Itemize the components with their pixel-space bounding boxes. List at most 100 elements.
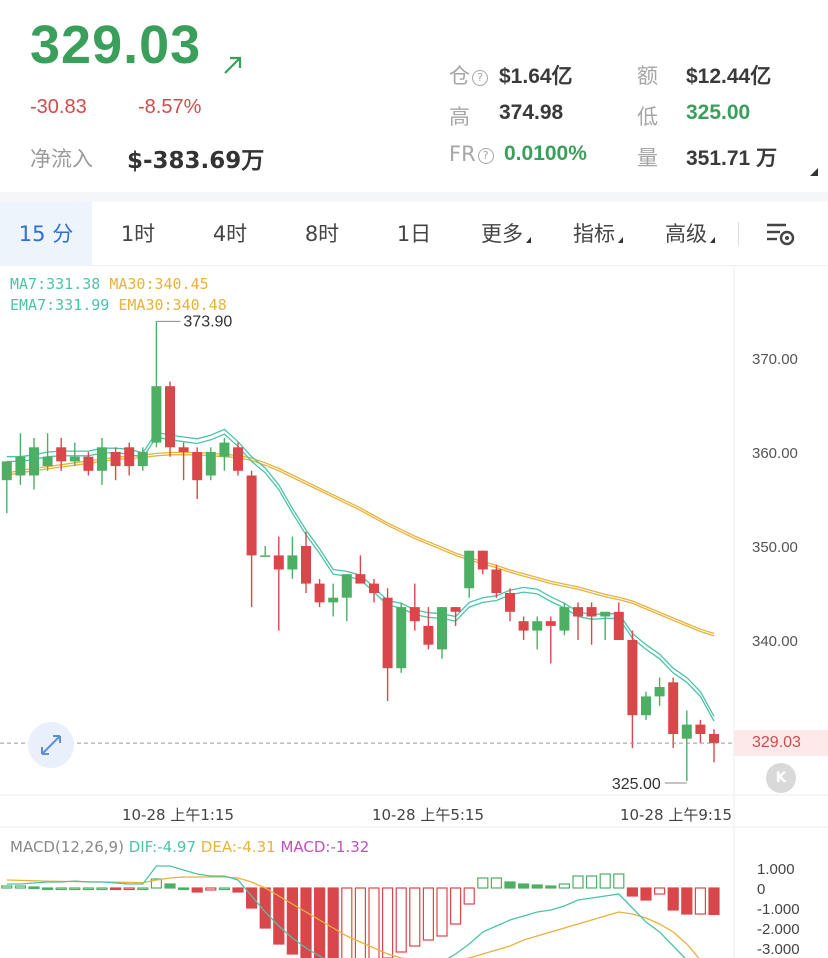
candle-body <box>423 625 434 645</box>
candle-body <box>1 461 12 481</box>
macd-histogram-bar <box>382 887 394 958</box>
tab-8h[interactable]: 8时 <box>304 222 340 246</box>
open-interest-label: 仓? <box>449 60 488 90</box>
dif-line <box>6 865 686 958</box>
ma-legend: MA7:331.38 MA30:340.45 <box>10 275 209 293</box>
candle-body <box>328 597 339 603</box>
candle-body <box>573 607 583 617</box>
expand-stats-icon[interactable] <box>810 168 818 176</box>
macd-histogram-bar <box>694 887 707 915</box>
macd-y-tick-label: 0 <box>757 881 765 898</box>
ma30-line <box>6 454 715 637</box>
macd-histogram-bar <box>450 887 462 925</box>
candle-body <box>301 546 311 584</box>
candle-body <box>613 611 624 640</box>
fullscreen-button[interactable] <box>28 722 74 768</box>
macd-histogram-bar <box>164 883 176 889</box>
macd-histogram-bar <box>585 875 598 889</box>
macd-histogram-bar <box>626 887 639 897</box>
candle-body <box>464 550 475 589</box>
macd-histogram-bar <box>558 883 571 889</box>
ma7-legend: MA7:331.38 <box>10 275 101 293</box>
macd-y-tick-label: -1.000 <box>757 901 800 918</box>
netflow-label: 净流入 <box>30 147 93 171</box>
macd-histogram-bar <box>69 887 81 891</box>
high-annotation-label: 373.90 <box>183 313 232 330</box>
macd-histogram-bar <box>286 887 298 955</box>
macd-histogram-bar <box>545 885 557 889</box>
candle-body <box>192 452 203 481</box>
macd-histogram-bar <box>218 887 230 891</box>
candle-body <box>233 447 243 471</box>
back-to-latest-icon: K <box>775 770 787 786</box>
macd-histogram-bar <box>667 887 679 911</box>
tab-15m[interactable]: 15 分 <box>0 202 92 266</box>
open-interest-value: $1.64亿 <box>499 65 573 88</box>
macd-histogram-bar <box>368 887 380 958</box>
macd-histogram-bar <box>137 887 149 891</box>
macd-histogram-bar <box>436 887 448 937</box>
macd-histogram-bar <box>82 887 95 891</box>
macd-histogram-bar <box>14 885 26 889</box>
tab-indicators[interactable]: 指标 <box>552 202 644 266</box>
tab-advanced[interactable]: 高级 <box>644 202 736 266</box>
y-tick-label: 360.00 <box>752 445 798 462</box>
macd-histogram-bar <box>327 887 339 958</box>
candle-body <box>545 621 556 626</box>
candle-body <box>246 475 257 556</box>
last-price: 329.03 <box>30 15 202 75</box>
candle-body <box>260 555 271 557</box>
tab-1h[interactable]: 1时 <box>120 222 156 246</box>
ma30-legend: MA30:340.45 <box>109 275 209 293</box>
candle-body <box>97 447 107 471</box>
macd-y-tick-label: 1.000 <box>757 861 795 878</box>
section-divider <box>0 192 828 202</box>
macd-histogram-bar <box>504 881 516 889</box>
volume-label: 量 <box>637 146 658 170</box>
y-tick-label: 340.00 <box>752 633 798 650</box>
tab-more[interactable]: 更多 <box>460 202 552 266</box>
price-change-abs: -30.83 <box>30 96 87 118</box>
tab-4h[interactable]: 4时 <box>212 222 248 246</box>
ema-legend: EMA7:331.99 EMA30:340.48 <box>10 296 227 314</box>
macd-histogram-bar <box>463 887 475 905</box>
candle-body <box>205 452 216 476</box>
candle-body <box>477 550 488 570</box>
candle-body <box>654 687 665 697</box>
candle-body <box>586 607 597 617</box>
y-tick-label: 370.00 <box>752 351 798 368</box>
low-value: 325.00 <box>686 101 751 124</box>
candle-body <box>559 607 570 631</box>
scroll-to-latest-button[interactable]: K <box>766 763 796 793</box>
macd-histogram-bar <box>517 883 530 889</box>
chart-settings-icon[interactable] <box>764 218 798 250</box>
macd-histogram-bar <box>246 887 258 909</box>
candle-body <box>369 583 379 593</box>
macd-histogram-bar <box>205 887 217 891</box>
candle-body <box>695 724 706 734</box>
candle-body <box>355 574 366 584</box>
dropdown-triangle-icon <box>710 237 715 243</box>
macd-histogram-bar <box>123 887 135 891</box>
candle-body <box>382 597 393 669</box>
macd-histogram-bar <box>96 887 108 891</box>
help-icon[interactable]: ? <box>477 148 494 164</box>
macd-histogram-bar <box>599 873 611 889</box>
amount-value: $12.44亿 <box>686 65 772 88</box>
funding-rate-label: FR? <box>449 142 494 166</box>
tab-1d[interactable]: 1日 <box>396 222 432 246</box>
current-price-tag: 329.03 <box>734 730 828 756</box>
candle-body <box>219 442 230 457</box>
help-icon[interactable]: ? <box>472 70 488 86</box>
macd-y-tick-label: -2.000 <box>757 921 800 938</box>
candle-body <box>273 555 284 570</box>
macd-histogram-bar <box>314 887 326 958</box>
x-tick-label: 10-28 上午1:15 <box>122 806 234 824</box>
macd-histogram-bar <box>232 887 244 893</box>
funding-rate-value: 0.0100% <box>504 142 587 165</box>
macd-histogram-bar <box>341 887 353 958</box>
macd-histogram-bar <box>300 887 312 958</box>
macd-histogram-bar <box>395 887 407 953</box>
macd-histogram-bar <box>531 884 543 889</box>
